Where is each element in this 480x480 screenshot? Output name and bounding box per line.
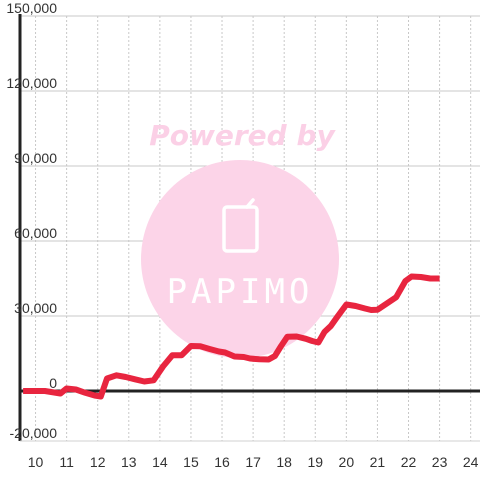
series-layer [23,273,440,400]
x-tick-label: 10 [28,454,44,470]
x-tick-label: 16 [214,454,230,470]
y-tick-label: -20,000 [10,425,58,441]
series-line-1 [23,273,440,400]
phone-icon [222,198,259,253]
x-tick-label: 15 [183,454,199,470]
x-tick-label: 13 [121,454,137,470]
y-tick-label: 90,000 [14,150,57,166]
x-tick-label: 14 [152,454,168,470]
x-tick-label: 24 [463,454,479,470]
y-tick-label: 120,000 [6,75,57,91]
x-tick-label: 11 [59,454,74,470]
x-tick-label: 17 [245,454,261,470]
x-tick-label: 12 [90,454,106,470]
x-tick-label: 22 [401,454,417,470]
y-tick-label: 60,000 [14,225,57,241]
y-tick-label: 0 [49,375,57,391]
x-tick-label: 18 [276,454,292,470]
y-tick-label: 150,000 [6,0,57,16]
watermark-brand-text: PAPIMO [167,272,314,312]
x-tick-label: 23 [432,454,448,470]
x-tick-label: 21 [370,454,386,470]
axes [18,14,480,442]
watermark-powered-by-text: Powered by [149,119,336,152]
x-tick-label: 20 [339,454,355,470]
x-tick-label: 19 [307,454,323,470]
watermark: Powered by PAPIMO [141,119,339,358]
tick-labels: -20,000 0 30,000 60,000 90,000 120,000 150,000… [6,0,478,470]
y-tick-label: 30,000 [14,300,57,316]
watermark-circle [141,160,339,358]
